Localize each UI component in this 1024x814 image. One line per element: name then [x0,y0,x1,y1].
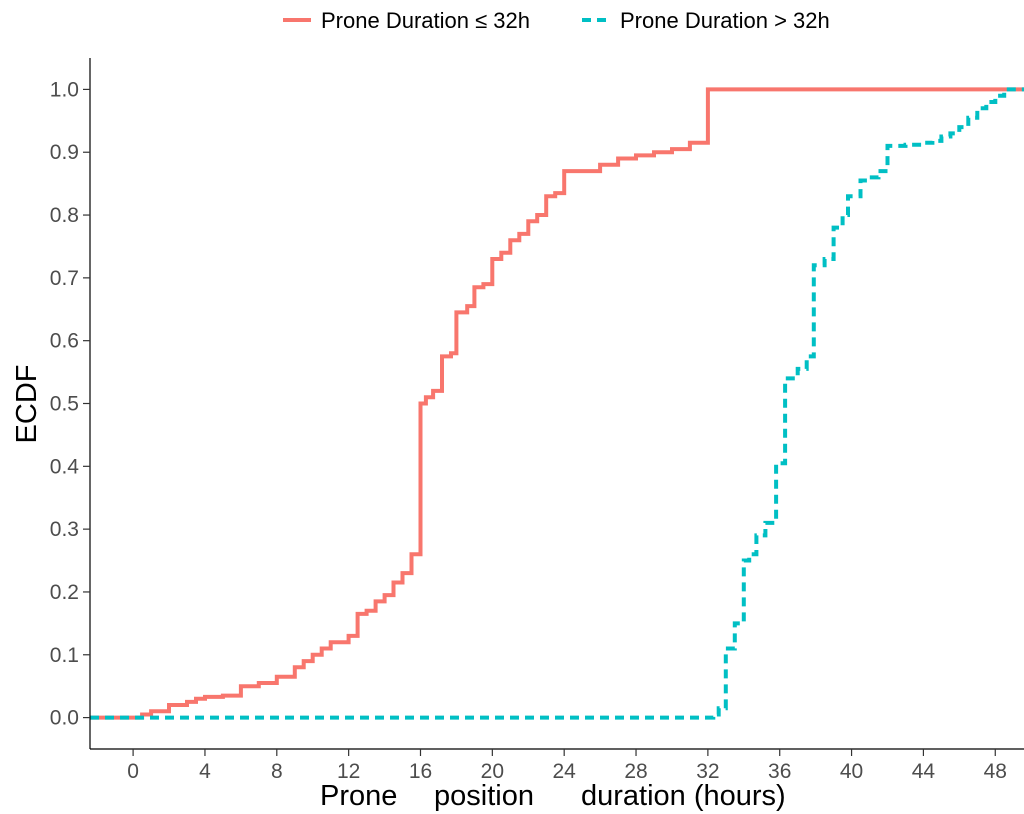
y-tick-label: 0.9 [50,141,79,164]
y-axis-title: ECDF [11,365,43,444]
y-tick-label: 0.8 [50,204,79,227]
legend: Prone Duration ≤ 32h Prone Duration > 32h [283,8,830,33]
x-tick-label: 0 [127,760,139,783]
y-tick-label: 0.6 [50,330,79,353]
x-tick-label: 16 [409,760,432,783]
x-axis-title: Prone position duration (hours) [320,780,786,812]
x-tick-label: 20 [481,760,504,783]
x-tick-label: 24 [553,760,577,783]
x-axis-title-part: position [434,780,534,812]
x-tick-label: 40 [840,760,863,783]
y-tick-label: 0.2 [50,581,79,604]
x-tick-label: 8 [271,760,283,783]
x-tick-label: 48 [984,760,1007,783]
series-line-1 [90,87,1024,720]
x-tick-label: 32 [696,760,719,783]
x-tick-label: 44 [912,760,936,783]
y-ticks: 0.0 0.1 0.2 0.3 0.4 0.5 0.6 0.7 0.8 0.9 1.0 [50,78,90,730]
y-tick-label: 0.5 [50,393,79,416]
x-axis-title-part: Prone [320,780,397,812]
y-tick-label: 0.1 [50,644,79,667]
x-tick-label: 4 [199,760,211,783]
series-line-2 [90,87,1024,720]
legend-label-1: Prone Duration ≤ 32h [321,8,530,33]
x-axis-title-part: duration (hours) [581,780,786,812]
x-tick-label: 28 [624,760,647,783]
y-tick-label: 1.0 [50,78,79,101]
y-tick-label: 0.3 [50,518,79,541]
legend-label-2: Prone Duration > 32h [620,8,830,33]
series-layer [90,87,1024,720]
y-tick-label: 0.0 [50,707,79,730]
y-tick-label: 0.7 [50,267,79,290]
y-tick-label: 0.4 [50,455,80,478]
x-tick-label: 36 [768,760,791,783]
x-tick-label: 12 [337,760,360,783]
x-ticks: 0 4 8 12 16 20 24 28 32 36 40 44 48 [127,749,1007,783]
axes [89,58,1024,750]
